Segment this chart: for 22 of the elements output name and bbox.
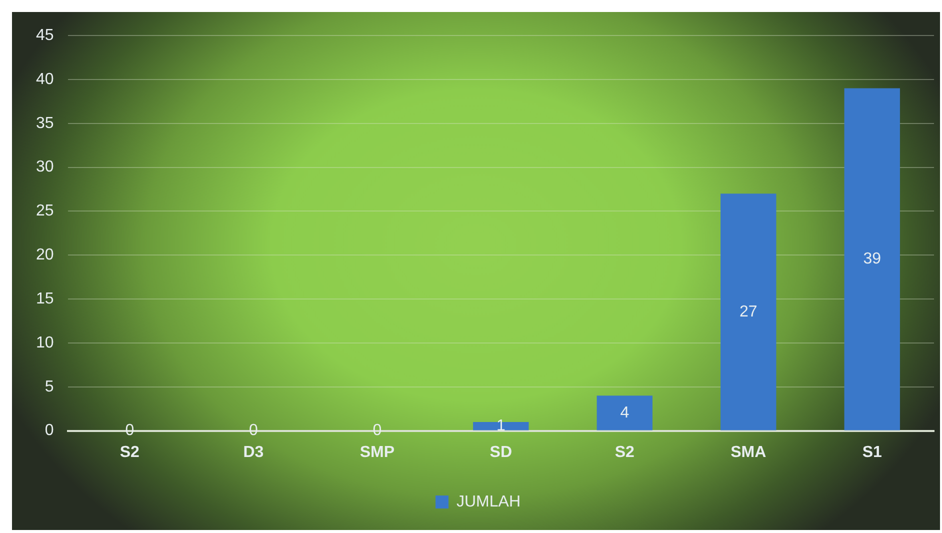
y-tick-label: 10	[36, 334, 54, 352]
legend-label: JUMLAH	[456, 493, 521, 510]
data-label: 1	[496, 418, 506, 435]
y-tick-label: 30	[36, 158, 54, 176]
y-tick-label: 15	[36, 290, 54, 308]
y-tick-label: 0	[44, 422, 54, 440]
data-label: 27	[739, 303, 758, 320]
y-tick-label: 35	[36, 114, 54, 132]
x-tick-label: S1	[862, 444, 882, 461]
x-tick-label: D3	[243, 444, 264, 461]
x-tick-label: S2	[120, 444, 140, 461]
data-label: 4	[620, 404, 630, 422]
x-tick-label: SMP	[360, 444, 395, 461]
y-tick-label: 20	[36, 246, 54, 264]
x-tick-label: SD	[490, 444, 512, 461]
y-tick-label: 40	[36, 70, 54, 88]
x-tick-label: S2	[614, 444, 635, 461]
y-tick-label: 25	[36, 202, 54, 220]
data-label: 39	[863, 250, 882, 268]
x-tick-label: SMA	[730, 444, 767, 461]
y-tick-label: 45	[36, 27, 54, 44]
y-tick-label: 5	[44, 378, 54, 396]
